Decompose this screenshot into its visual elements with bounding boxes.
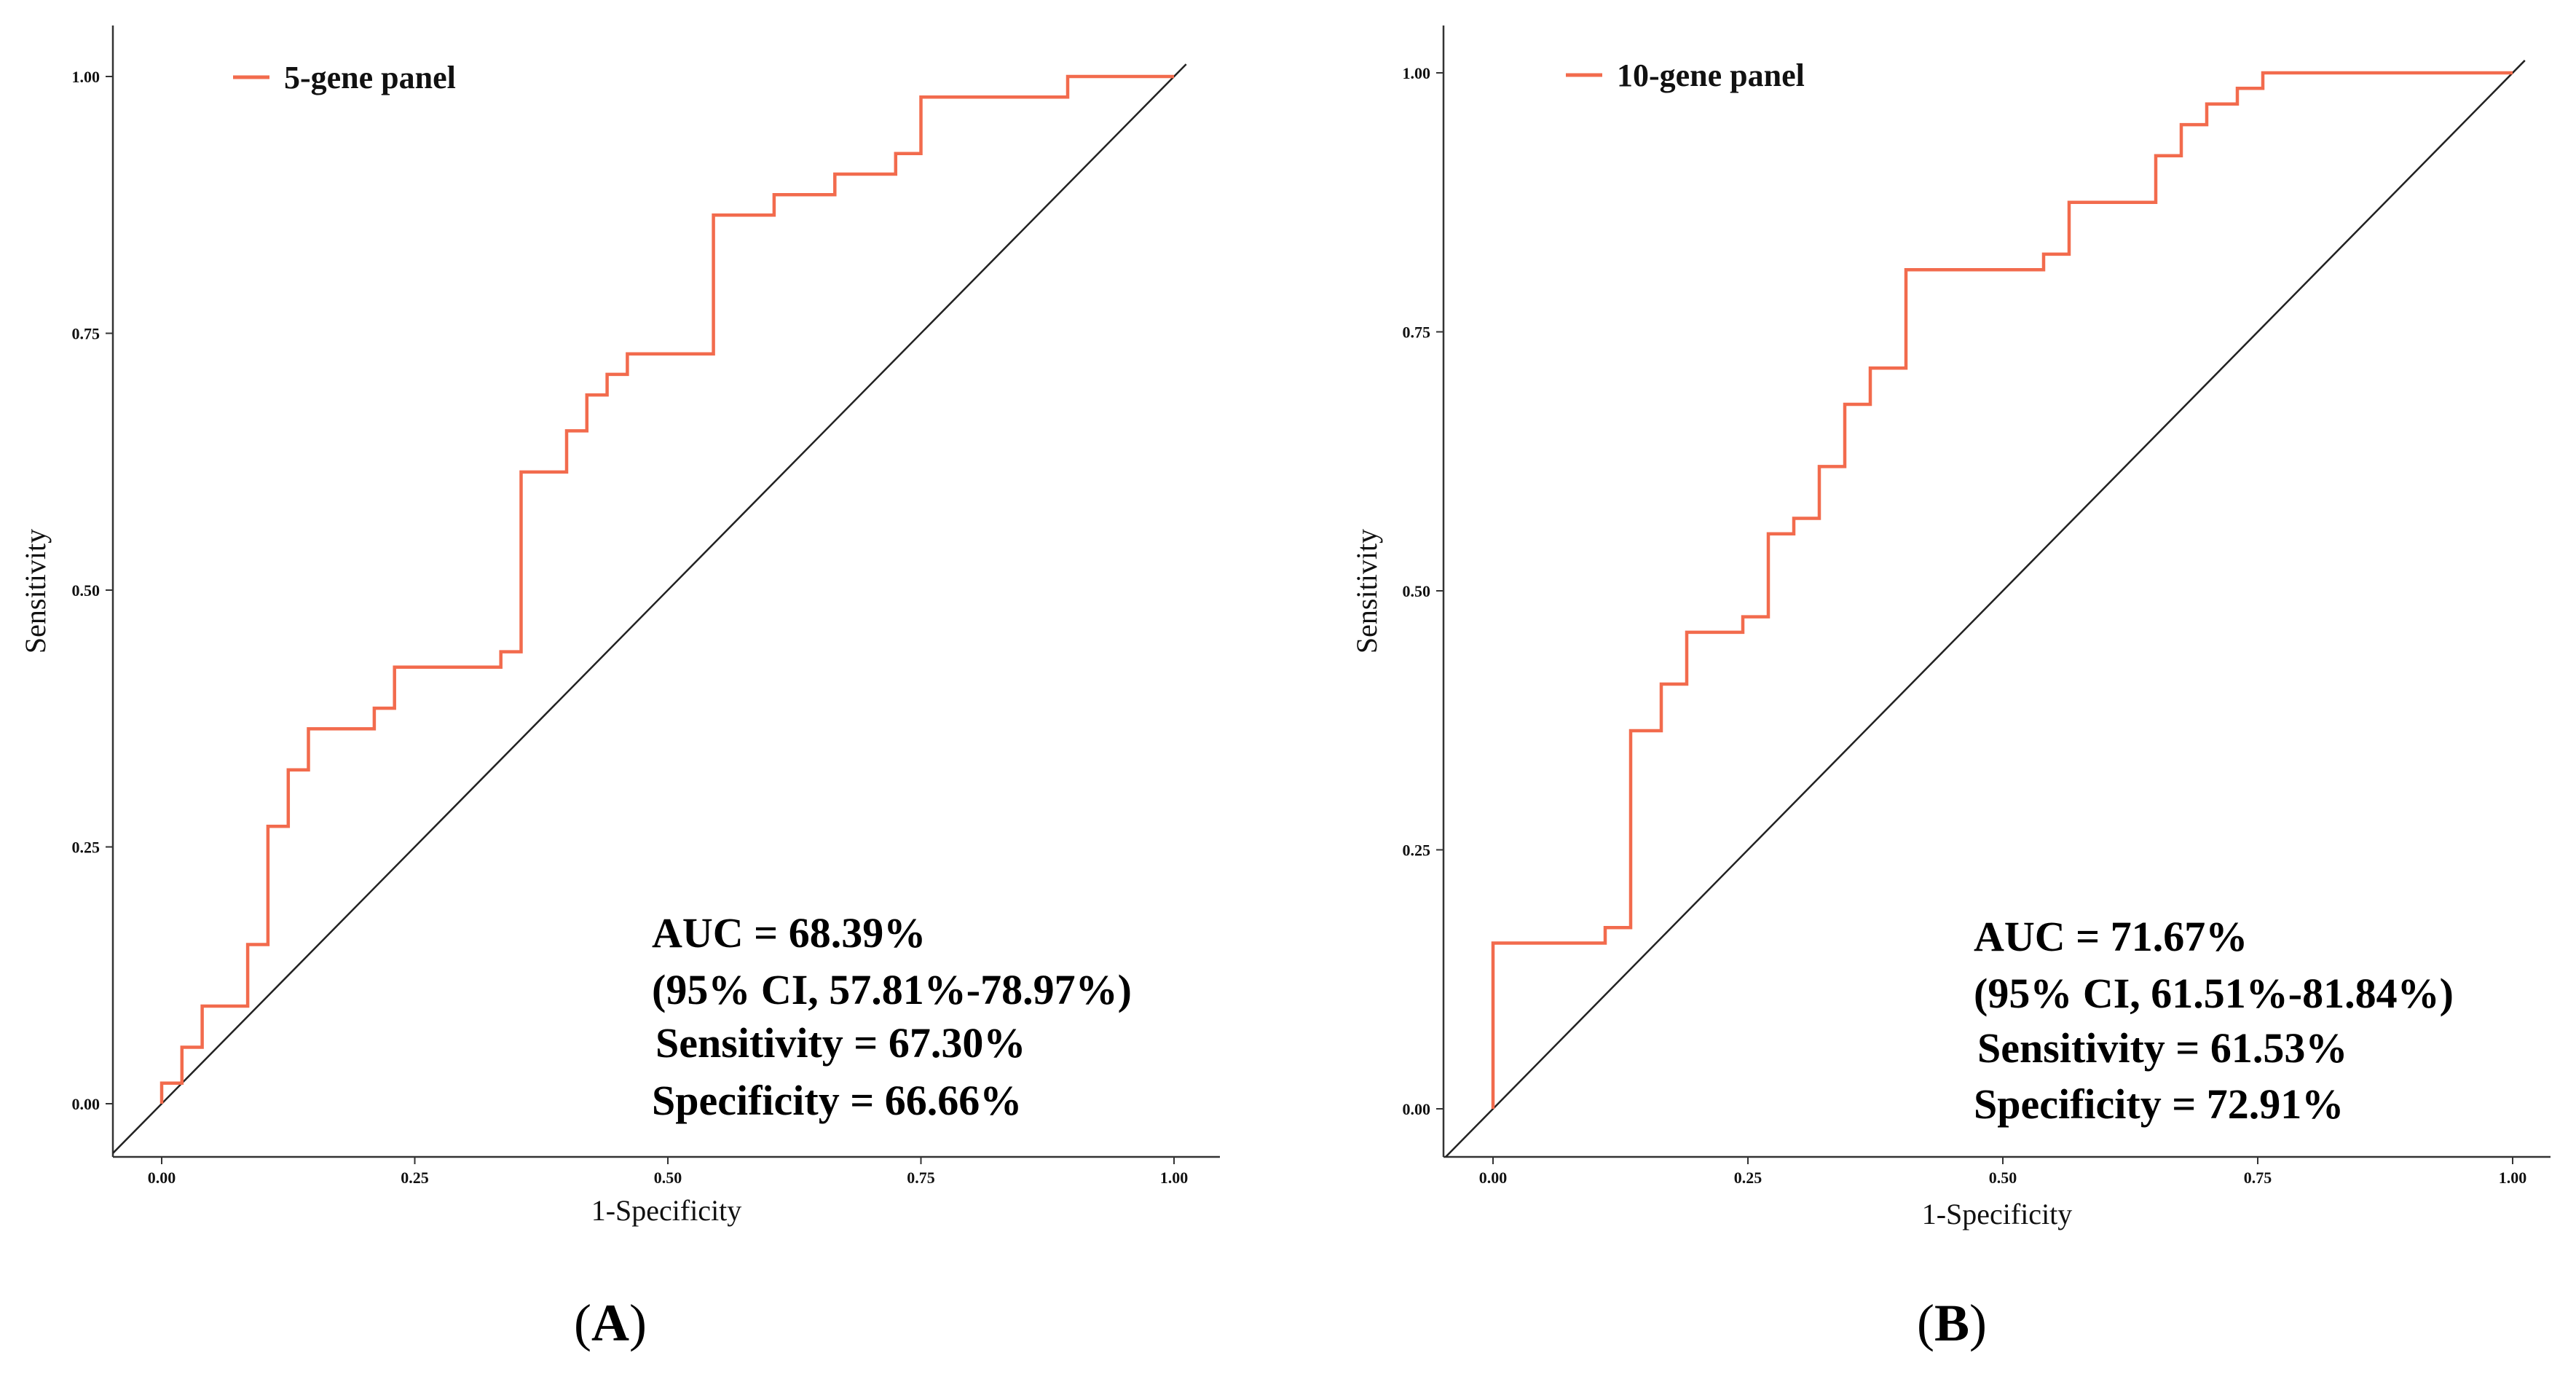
y-tick-label: 0.75 xyxy=(72,325,101,343)
y-tick-label: 0.00 xyxy=(1403,1100,1431,1118)
legend-label: 10-gene panel xyxy=(1617,58,1805,93)
diagonal-reference-line xyxy=(1444,60,2526,1157)
panel-label: (B) xyxy=(1917,1294,1987,1352)
y-tick-label: 0.25 xyxy=(1403,841,1431,860)
panel-label-open: ( xyxy=(574,1294,591,1352)
y-tick-label: 1.00 xyxy=(72,68,101,86)
stat-annotation: Sensitivity = 67.30% xyxy=(655,1019,1025,1067)
panel-label-letter: B xyxy=(1934,1294,1969,1352)
x-tick-label: 0.50 xyxy=(654,1169,682,1187)
panel-label: (A) xyxy=(574,1294,647,1352)
diagonal-reference-line xyxy=(113,63,1187,1155)
x-tick-label: 0.00 xyxy=(148,1169,176,1187)
y-tick-label: 0.25 xyxy=(72,839,101,857)
y-axis-title: Sensitivity xyxy=(1350,529,1383,653)
x-tick-label: 1.00 xyxy=(1160,1169,1189,1187)
x-tick-label: 0.50 xyxy=(1989,1169,2017,1187)
y-axis-title: Sensitivity xyxy=(19,529,52,653)
y-tick-label: 0.00 xyxy=(72,1095,101,1113)
stat-annotation: AUC = 71.67% xyxy=(1974,913,2248,960)
stat-annotation: (95% CI, 61.51%-81.84%) xyxy=(1974,970,2454,1017)
x-tick-label: 0.00 xyxy=(1479,1169,1508,1187)
x-axis-title: 1-Specificity xyxy=(1922,1198,2073,1230)
stat-annotation: Sensitivity = 61.53% xyxy=(1977,1024,2347,1072)
x-tick-label: 1.00 xyxy=(2499,1169,2527,1187)
stat-annotation: Specificity = 72.91% xyxy=(1974,1080,2344,1128)
y-tick-label: 0.50 xyxy=(72,581,101,600)
roc-chart-b: 0.00 0.25 0.50 0.75 1.00 0.00 0.25 0.50 0.75 1.00… xyxy=(1350,25,2551,1352)
legend-label: 5-gene panel xyxy=(284,60,456,95)
x-tick-label: 0.75 xyxy=(907,1169,935,1187)
stat-annotation: AUC = 68.39% xyxy=(652,909,926,957)
roc-chart-a: 0.00 0.25 0.50 0.75 1.00 0.00 0.25 0.50 0.75 1.00… xyxy=(19,25,1220,1352)
roc-curve-line xyxy=(1491,71,2513,1109)
panel-label-open: ( xyxy=(1917,1294,1934,1352)
y-tick-label: 0.75 xyxy=(1403,323,1431,342)
x-axis-title: 1-Specificity xyxy=(591,1194,742,1227)
y-tick-label: 0.50 xyxy=(1403,582,1431,600)
y-tick-label: 1.00 xyxy=(1403,64,1431,82)
stat-annotation: (95% CI, 57.81%-78.97%) xyxy=(652,966,1132,1013)
x-tick-label: 0.25 xyxy=(1734,1169,1762,1187)
panel-label-close: ) xyxy=(629,1294,647,1352)
stat-annotation: Specificity = 66.66% xyxy=(652,1077,1022,1124)
panel-label-letter: A xyxy=(591,1294,629,1352)
panel-label-close: ) xyxy=(1969,1294,1987,1352)
roc-curve-line xyxy=(159,74,1174,1104)
x-tick-label: 0.25 xyxy=(401,1169,429,1187)
x-tick-label: 0.75 xyxy=(2244,1169,2272,1187)
